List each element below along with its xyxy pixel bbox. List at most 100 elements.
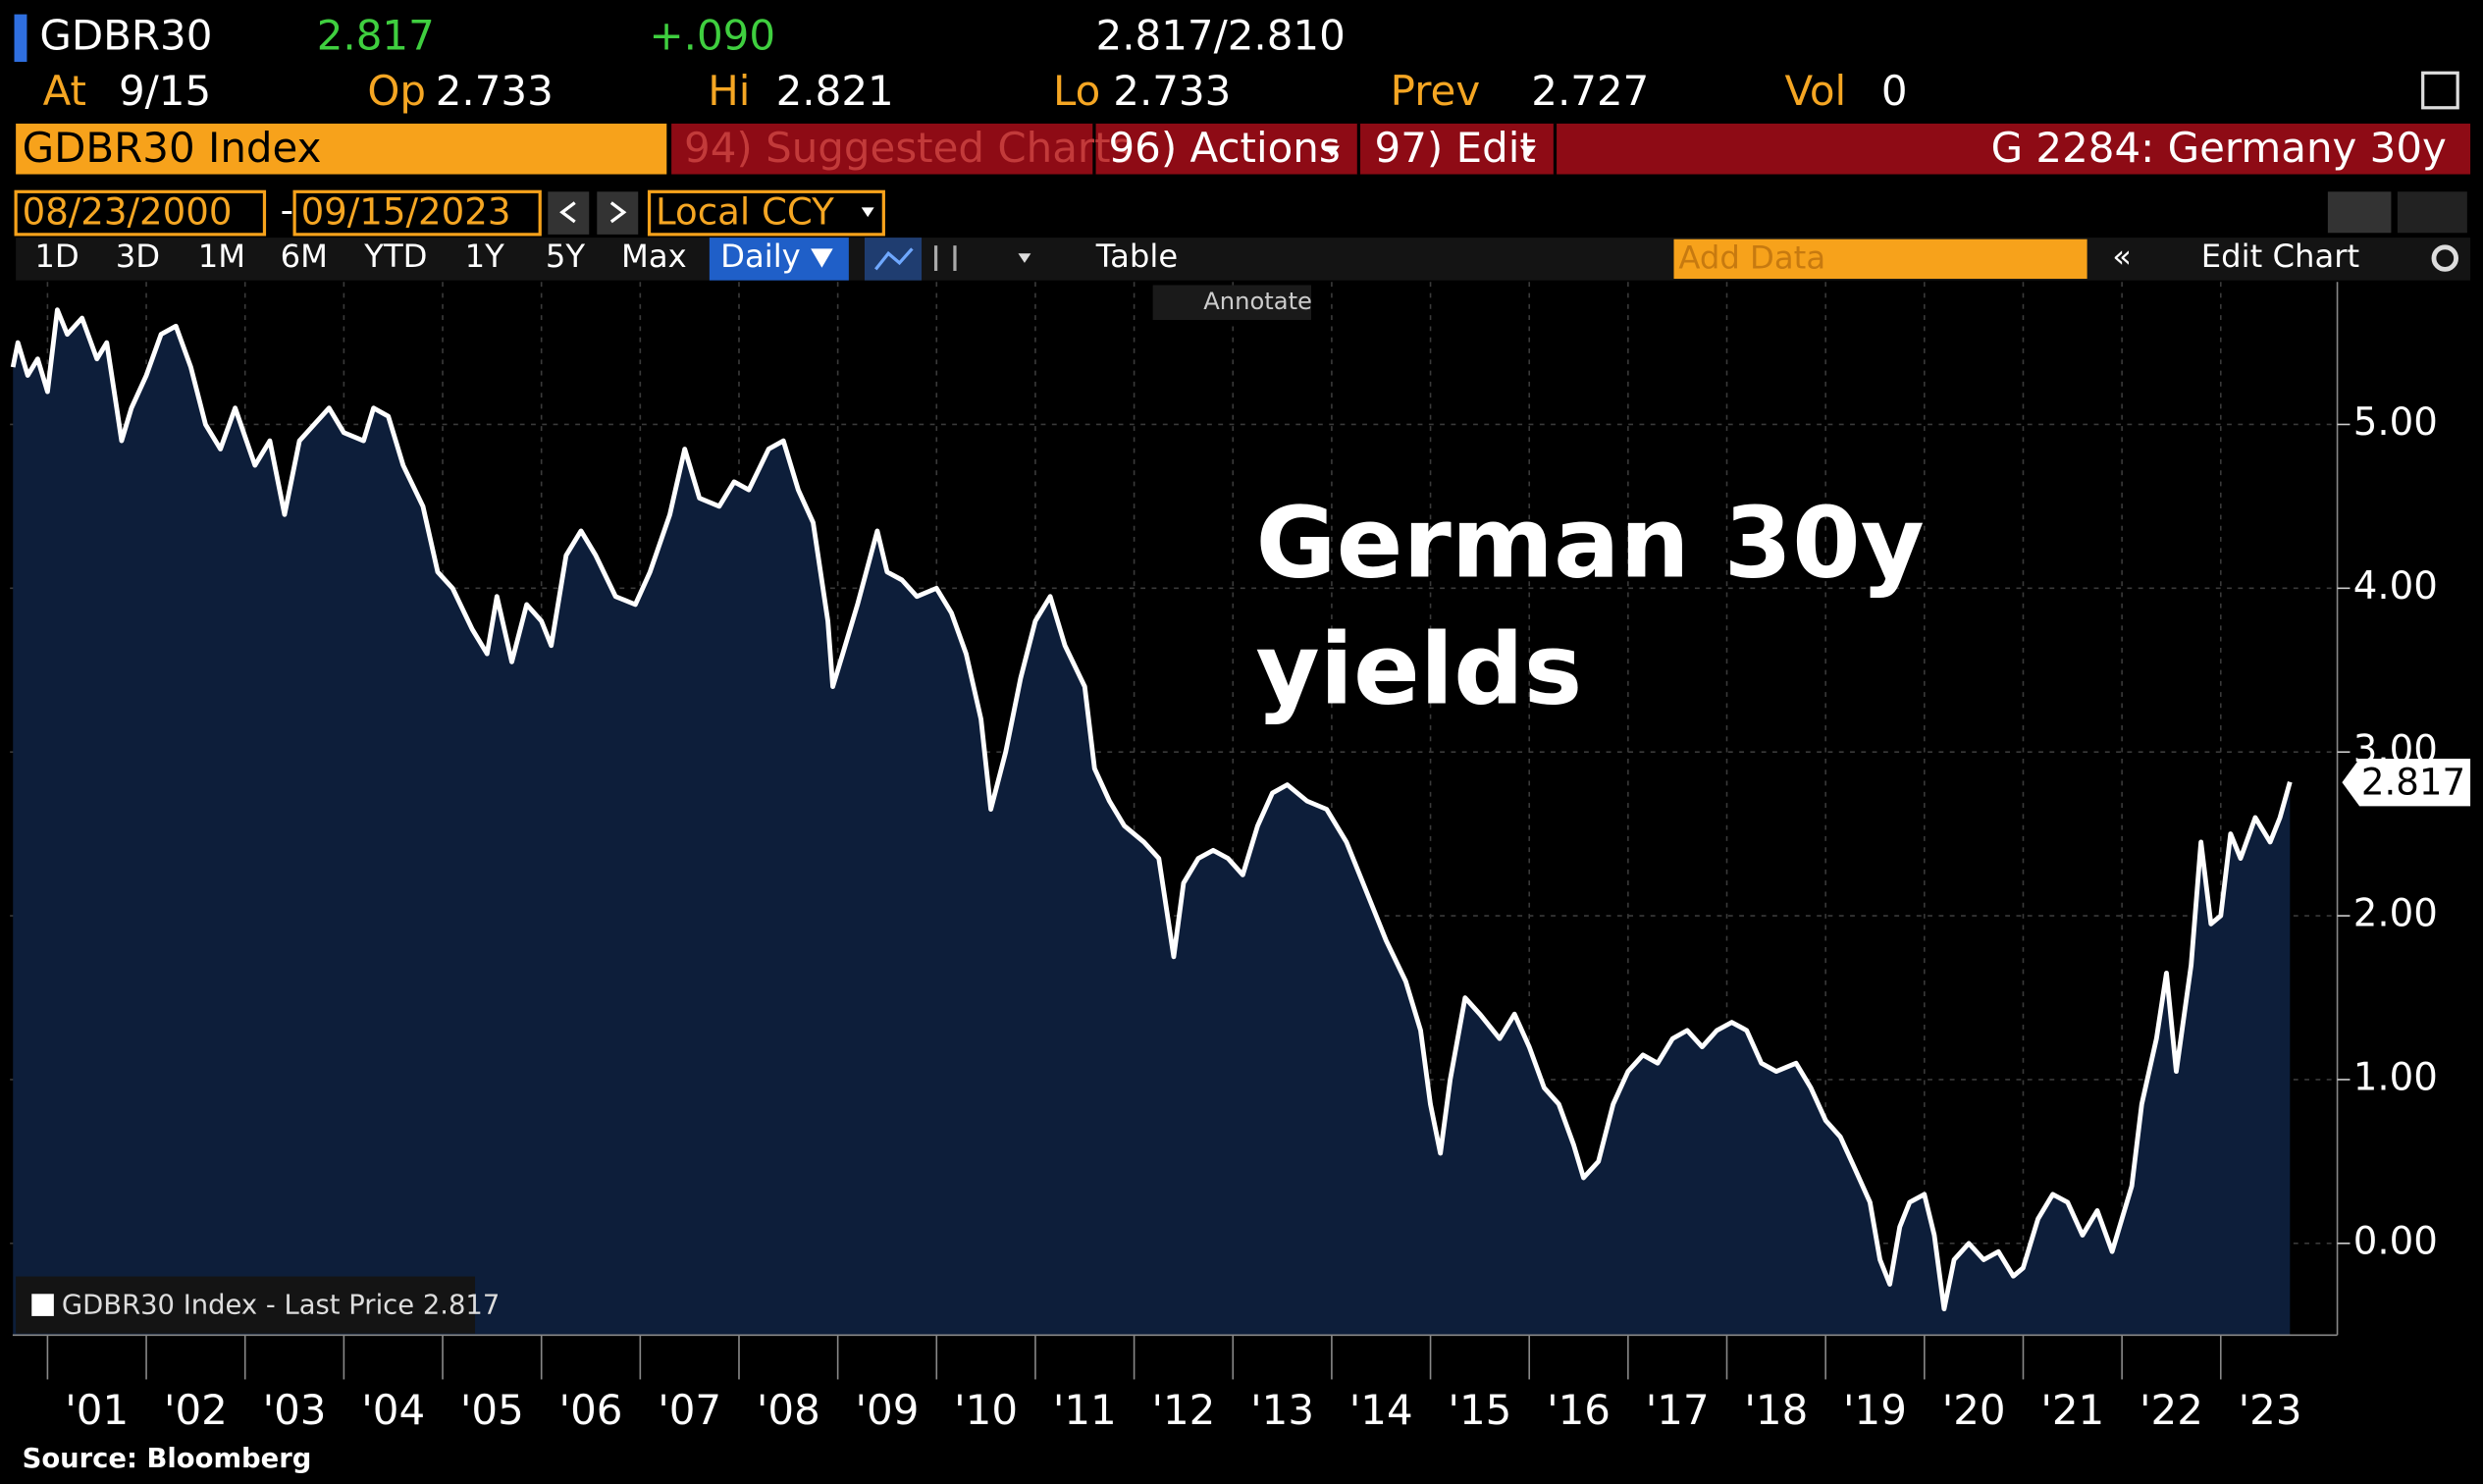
security-box[interactable] [16,123,667,175]
dropdown-arrow [1018,253,1031,263]
prev-label: Prev [1391,67,1481,115]
plot [10,307,2293,1336]
x-tick-label: '13 [1250,1386,1314,1434]
suggested-charts[interactable]: 94) Suggested Charts [684,124,1132,172]
period-button[interactable]: 1M [198,238,245,275]
x-tick-label: '17 [1646,1386,1710,1434]
x-tick-label: '09 [856,1386,920,1434]
x-tick-label: '12 [1151,1386,1215,1434]
x-tick-label: '10 [954,1386,1018,1434]
annotate-button[interactable] [1152,285,1311,320]
bar-icon[interactable] [933,245,938,271]
hi-label: Hi [708,67,750,115]
y-tick-label: 4.00 [2353,564,2438,609]
x-tick-label: '01 [65,1386,129,1434]
start-date-box[interactable] [14,189,267,237]
actions-menu[interactable]: 96) Actions [1108,124,1340,172]
x-tick-label: '06 [559,1386,623,1434]
period-button[interactable]: 1Y [465,238,505,275]
menu-bar [671,123,2471,175]
x-tick-label: '21 [2040,1386,2104,1434]
redo-button[interactable] [2397,191,2467,234]
y-tick-label: 1.00 [2353,1055,2438,1099]
source: Source: Bloomberg [23,1444,312,1474]
x-tick-label: '19 [1843,1386,1907,1434]
last-value-tag [2342,758,2471,807]
end-date-box[interactable] [292,189,542,237]
dropdown-arrow [861,207,874,218]
period-button[interactable]: 6M [281,238,328,275]
edit-chart[interactable]: Edit Chart [2201,238,2359,275]
separator [1553,123,1558,175]
x-tick-label: '22 [2140,1386,2203,1434]
date-separator: - [281,189,293,232]
collapse-icon[interactable]: « [2112,238,2132,275]
period-button[interactable]: 1D [34,238,79,275]
period-button[interactable]: YTD [363,238,427,275]
dropdown-arrow [1519,145,1537,157]
popout-icon[interactable] [2421,71,2459,110]
edit-menu[interactable]: 97) Edit [1375,124,1536,172]
page-title: G 2284: Germany 30y [1991,124,2447,172]
x-tick-label: '23 [2239,1386,2302,1434]
bid-ask: 2.817/2.810 [1096,11,1346,59]
area [13,309,2291,1336]
x-tick-label: '04 [361,1386,425,1434]
bar-icon[interactable] [953,245,957,271]
right-arrow [609,201,627,224]
period-button[interactable]: 3D [116,238,160,275]
lo-label: Lo [1053,67,1100,115]
add-data-box[interactable] [1673,238,2087,280]
x-tick-label: '18 [1744,1386,1808,1434]
next-button[interactable] [597,191,639,235]
x-tick-label: '11 [1053,1386,1117,1434]
legend-swatch [31,1294,54,1316]
change: +.090 [650,11,776,59]
prev-button[interactable] [548,191,590,235]
x-tick-label: '14 [1349,1386,1413,1434]
undo-button[interactable] [2327,191,2392,234]
line [10,307,2293,1312]
vol: 0 [1881,67,1908,115]
y-tick-label: 5.00 [2353,400,2438,445]
vol-label: Vol [1784,67,1846,115]
y-tick-label: 3.00 [2353,728,2438,772]
x-tick-label: '05 [460,1386,524,1434]
last-value: 2.817 [2361,761,2465,803]
y-tick-label: 0.00 [2353,1219,2438,1263]
separator [1356,123,1361,175]
y-tick-label: 2.00 [2353,892,2438,936]
legend-label: GDBR30 Index - Last Price 2.817 [62,1291,500,1321]
annotation: German 30y [1256,485,1925,600]
x-tick-label: '08 [757,1386,820,1434]
op-label: Op [367,67,426,115]
at: 9/15 [119,67,211,115]
start-date: 08/23/2000 [23,190,233,233]
ticker-marker [14,14,27,62]
table-button[interactable]: Table [1095,238,1178,275]
left-arrow [559,201,576,224]
hi: 2.821 [776,67,894,115]
period-buttons: 1D 3D 1M 6M YTD 1Y 5Y Max [34,238,686,275]
op: 2.733 [436,67,554,115]
x-tick-label: '03 [263,1386,327,1434]
annotate: Annotate [1203,288,1312,315]
x-tick-label: '16 [1547,1386,1611,1434]
x-tick-label: '07 [658,1386,721,1434]
security: GDBR30 Index [23,124,322,172]
dropdown-arrow [1323,145,1341,157]
period-button[interactable]: 5Y [546,238,586,275]
ticker: GDBR30 [39,11,212,59]
currency-box[interactable] [647,189,885,237]
lo: 2.733 [1113,67,1231,115]
period-button[interactable]: Max [621,238,687,275]
x-tick-label: '02 [164,1386,228,1434]
settings-icon[interactable] [2431,244,2458,272]
frequency: Daily [720,238,801,275]
x-tick-label: '15 [1448,1386,1511,1434]
line-icon [874,247,914,271]
dropdown-arrow [811,248,833,268]
add-data: Add Data [1678,239,1825,277]
prev: 2.727 [1531,67,1649,115]
